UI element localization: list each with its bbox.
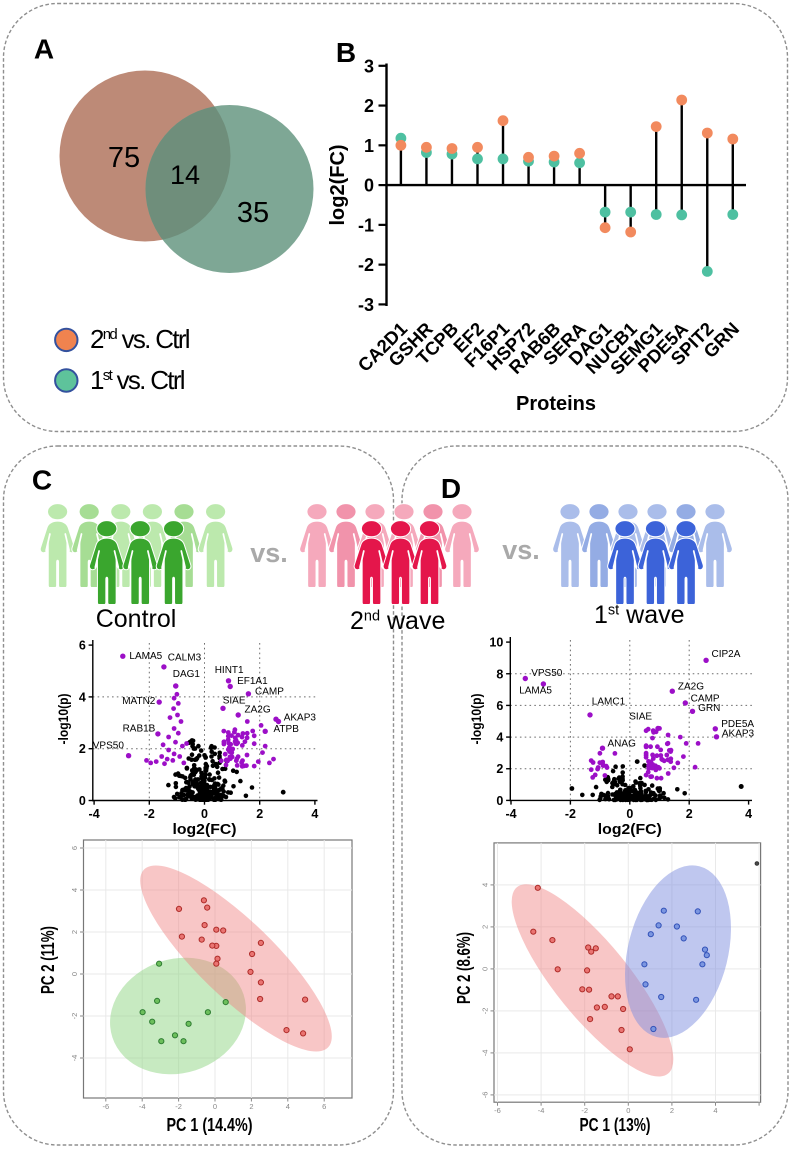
svg-text:6: 6	[322, 1102, 326, 1111]
svg-text:RAB1B: RAB1B	[123, 724, 156, 735]
svg-text:-4: -4	[481, 1050, 490, 1057]
svg-text:2: 2	[249, 1102, 253, 1111]
svg-text:-2: -2	[481, 1008, 490, 1015]
svg-text:4: 4	[70, 888, 79, 892]
svg-text:AKAP3: AKAP3	[722, 728, 755, 739]
svg-text:-2: -2	[565, 807, 576, 821]
svg-text:3: 3	[364, 56, 374, 76]
svg-text:VPS50: VPS50	[93, 741, 125, 752]
svg-text:AKAP3: AKAP3	[284, 712, 317, 723]
svg-text:-6: -6	[102, 1102, 109, 1111]
svg-text:0: 0	[213, 1102, 217, 1111]
svg-text:LAMA5: LAMA5	[519, 686, 552, 697]
svg-text:4: 4	[481, 883, 490, 887]
svg-text:A: A	[34, 34, 54, 65]
svg-text:2: 2	[256, 807, 263, 821]
svg-text:PC 1 (14.4%): PC 1 (14.4%)	[167, 1114, 253, 1135]
svg-text:-4: -4	[538, 1106, 545, 1115]
svg-text:log2(FC): log2(FC)	[598, 822, 662, 838]
svg-text:-log10(p): -log10(p)	[55, 694, 71, 745]
svg-text:2: 2	[70, 930, 79, 934]
svg-text:4: 4	[745, 807, 752, 821]
svg-text:ATPB: ATPB	[274, 724, 300, 735]
svg-text:GRN: GRN	[698, 703, 720, 714]
svg-text:35: 35	[237, 197, 269, 229]
svg-text:8: 8	[496, 667, 503, 681]
svg-text:DAG1: DAG1	[173, 669, 201, 680]
svg-text:2: 2	[481, 925, 490, 929]
svg-text:VPS50: VPS50	[531, 668, 563, 679]
svg-text:4: 4	[713, 1106, 717, 1115]
svg-text:CAMP: CAMP	[691, 693, 720, 704]
svg-text:SIAE: SIAE	[223, 696, 246, 707]
svg-text:ZA2G: ZA2G	[245, 705, 271, 716]
svg-text:log2(FC): log2(FC)	[327, 144, 349, 225]
svg-text:CALM3: CALM3	[168, 653, 202, 664]
svg-text:4: 4	[311, 807, 318, 821]
svg-text:PC 1 (13%): PC 1 (13%)	[580, 1114, 651, 1135]
svg-text:-4: -4	[139, 1102, 146, 1111]
svg-text:2nd wave: 2nd wave	[350, 607, 445, 635]
svg-text:LAMA5: LAMA5	[129, 651, 162, 662]
svg-text:-2: -2	[70, 1013, 79, 1020]
svg-text:vs.: vs.	[250, 538, 288, 568]
svg-text:10: 10	[489, 636, 503, 650]
svg-text:4: 4	[286, 1102, 290, 1111]
svg-text:MATN2: MATN2	[122, 696, 156, 707]
svg-text:PDE5A: PDE5A	[721, 719, 754, 730]
svg-text:1st vs. Ctrl: 1st vs. Ctrl	[90, 365, 185, 395]
svg-text:0: 0	[626, 1106, 630, 1115]
svg-text:-3: -3	[358, 295, 374, 315]
svg-text:4: 4	[496, 731, 503, 745]
svg-text:-6: -6	[481, 1092, 490, 1099]
svg-text:2: 2	[686, 807, 693, 821]
svg-text:6: 6	[496, 699, 503, 713]
svg-text:-2: -2	[175, 1102, 182, 1111]
svg-text:-4: -4	[89, 807, 100, 821]
svg-text:LAMC1: LAMC1	[592, 697, 626, 708]
svg-text:0: 0	[364, 176, 374, 196]
svg-text:C: C	[32, 465, 52, 496]
svg-text:1st wave: 1st wave	[594, 601, 685, 629]
svg-text:0: 0	[481, 967, 490, 971]
svg-text:2: 2	[670, 1106, 674, 1115]
svg-text:EF1A1: EF1A1	[237, 676, 268, 687]
svg-text:2: 2	[364, 96, 374, 116]
svg-text:-1: -1	[358, 215, 374, 235]
svg-text:-4: -4	[70, 1055, 79, 1062]
svg-text:B: B	[336, 37, 356, 68]
svg-text:-log10(p): -log10(p)	[468, 694, 484, 745]
svg-text:0: 0	[70, 972, 79, 976]
svg-text:Proteins: Proteins	[516, 393, 596, 415]
svg-text:75: 75	[108, 142, 140, 174]
svg-text:0: 0	[626, 807, 633, 821]
svg-text:ZA2G: ZA2G	[678, 682, 704, 693]
svg-text:0: 0	[496, 794, 503, 808]
svg-text:Control: Control	[96, 605, 177, 633]
svg-text:2: 2	[496, 762, 503, 776]
svg-text:14: 14	[170, 160, 200, 190]
svg-text:-2: -2	[581, 1106, 588, 1115]
svg-text:1: 1	[364, 136, 374, 156]
svg-text:log2(FC): log2(FC)	[173, 822, 237, 838]
svg-text:PC 2 (8.6%): PC 2 (8.6%)	[453, 932, 474, 1004]
svg-text:SIAE: SIAE	[629, 712, 652, 723]
svg-text:6: 6	[70, 846, 79, 850]
svg-text:-4: -4	[505, 807, 516, 821]
svg-text:2: 2	[79, 742, 86, 756]
svg-text:-6: -6	[494, 1106, 501, 1115]
svg-text:CAMP: CAMP	[255, 686, 284, 697]
svg-text:HINT1: HINT1	[215, 665, 244, 676]
svg-text:4: 4	[79, 690, 86, 704]
svg-text:PC 2 (11%): PC 2 (11%)	[37, 926, 58, 994]
svg-text:vs.: vs.	[502, 535, 540, 565]
svg-text:6: 6	[79, 639, 86, 653]
svg-text:-2: -2	[144, 807, 155, 821]
svg-text:0: 0	[79, 794, 86, 808]
svg-text:D: D	[441, 473, 461, 504]
svg-text:ANAG: ANAG	[608, 739, 637, 750]
svg-text:CIP2A: CIP2A	[711, 649, 740, 660]
svg-text:0: 0	[201, 807, 208, 821]
svg-text:-2: -2	[358, 255, 374, 275]
